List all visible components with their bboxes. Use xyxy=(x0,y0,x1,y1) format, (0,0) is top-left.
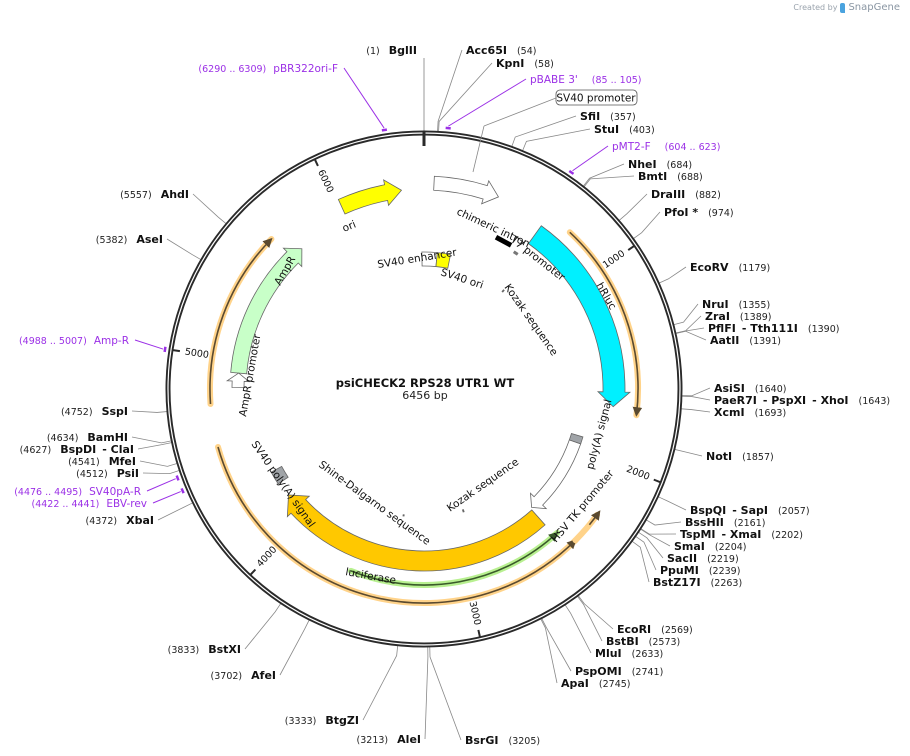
kozak-sequence-2-feature xyxy=(461,509,465,513)
primer-label: (4422 .. 4441) EBV-rev xyxy=(31,498,147,510)
hsv-tk-promoter-feature xyxy=(529,439,582,510)
enzyme-site-label: (4627) BspDI - ClaI xyxy=(20,443,134,456)
primer-binding-mark xyxy=(175,475,180,481)
enzyme-site-label: ApaI (2745) xyxy=(561,677,631,690)
enzyme-site-label: BspQI - SapI (2057) xyxy=(690,504,810,517)
ampr-promoter-feature xyxy=(225,372,251,389)
features xyxy=(206,175,643,607)
enzyme-site-label: PflFI - Tth111I (1390) xyxy=(708,322,839,335)
enzyme-site-label: ZraI (1389) xyxy=(705,310,772,323)
enzyme-site-label: PpuMI (2239) xyxy=(660,564,740,577)
credit-prefix: Created by xyxy=(793,3,838,12)
enzyme-site-label: BssHII (2161) xyxy=(685,516,765,529)
snapgene-credit: Created by SnapGene xyxy=(793,2,900,13)
enzyme-site-label: SfiI (357) xyxy=(580,110,636,123)
sv40-polya-signal-label: SV40 poly(A) signal xyxy=(249,439,318,530)
polya-signal-label: poly(A) signal xyxy=(584,398,614,471)
primer-binding-mark xyxy=(180,487,185,494)
luciferase-feature xyxy=(286,494,546,572)
enzyme-site-label: EcoRI (2569) xyxy=(617,623,693,636)
enzyme-site-label: BmtI (688) xyxy=(638,170,703,183)
enzyme-site-label: (3833) BstXI xyxy=(168,643,241,656)
kozak-sequence-1-label: Kozak sequence xyxy=(502,282,560,358)
enzyme-site-label: NotI (1857) xyxy=(706,450,774,463)
enzyme-site-label: MluI (2633) xyxy=(595,647,663,660)
enzyme-site-label: KpnI (58) xyxy=(496,57,554,70)
enzyme-site-label: SmaI (2204) xyxy=(674,540,747,553)
enzyme-site-label: (4634) BamHI xyxy=(47,431,128,444)
primer-label: pBABE 3' (85 .. 105) xyxy=(530,74,642,86)
primer-label: (6290 .. 6309) pBR322ori-F xyxy=(198,63,338,75)
luciferase-label: luciferase xyxy=(344,566,396,587)
sv40-ori-feature xyxy=(435,252,451,269)
enzyme-site-label: PfoI * (974) xyxy=(664,206,734,219)
enzyme-site-label: (3333) BtgZI xyxy=(285,714,359,727)
sv40-promoter-label: SV40 promoter xyxy=(472,89,638,173)
enzyme-site-label: NheI (684) xyxy=(628,158,692,171)
enzyme-site-label: (4372) XbaI xyxy=(86,514,154,527)
sv40-promoter-feature xyxy=(433,175,500,205)
kozak-sequence-1-feature xyxy=(501,289,505,293)
enzyme-site-label: (3213) AleI xyxy=(357,733,421,746)
tick-label: 5000 xyxy=(184,346,210,361)
enzyme-site-label: PspOMI (2741) xyxy=(575,665,663,678)
tick-label: 6000 xyxy=(315,168,335,195)
enzyme-site-label: BsrGI (3205) xyxy=(465,734,540,747)
sv40-polya-signal-feature xyxy=(270,465,289,485)
backbone xyxy=(165,130,683,648)
primer-binding-mark xyxy=(163,346,167,353)
tick-label: 1000 xyxy=(601,248,627,271)
enzyme-site-label: StuI (403) xyxy=(594,123,655,136)
enzyme-site-label: (4541) MfeI xyxy=(68,455,136,468)
enzyme-site-label: (4752) SspI xyxy=(61,405,128,418)
t7-promoter-feature xyxy=(512,250,519,256)
tick-label: 3000 xyxy=(467,600,483,626)
enzyme-labels: Acc65I (54)KpnI (58) SfiI (357)StuI (403) NheI… xyxy=(20,44,891,747)
enzyme-site-label: DraIII (882) xyxy=(651,188,721,201)
ampr-feature xyxy=(230,247,303,375)
enzyme-site-label: NruI (1355) xyxy=(702,298,770,311)
chimeric-intron-feature xyxy=(494,235,513,248)
enzyme-site-label: BstZ17I (2263) xyxy=(653,576,742,589)
polya-signal-feature xyxy=(568,432,584,445)
enzyme-site-label: (5382) AseI xyxy=(96,233,163,246)
primer-binding-mark xyxy=(568,169,575,175)
enzyme-site-label: Acc65I (54) xyxy=(466,44,536,57)
enzyme-site-label: SacII (2219) xyxy=(667,552,739,565)
primer-label: (4988 .. 5007) Amp-R xyxy=(19,335,129,347)
enzyme-site-label: XcmI (1693) xyxy=(714,406,786,419)
enzyme-site-label: AsiSI (1640) xyxy=(714,382,786,395)
tick-label: 2000 xyxy=(625,464,652,483)
enzyme-site-label: (4512) PsiI xyxy=(76,467,139,480)
plasmid-name: psiCHECK2 RPS28 UTR1 WT xyxy=(335,376,515,390)
primer-labels: (6290 .. 6309) pBR322ori-F pBABE 3' (85 ..… xyxy=(14,63,720,510)
enzyme-site-label: PaeR7I - PspXI - XhoI (1643) xyxy=(714,394,890,407)
enzyme-site-label: TspMI - XmaI (2202) xyxy=(680,528,803,541)
primer-binding-mark xyxy=(381,128,388,132)
credit-brand: SnapGene xyxy=(848,2,900,13)
enzyme-site-label: (3702) AfeI xyxy=(211,669,276,682)
sv40-ori-label: SV40 ori xyxy=(439,266,485,291)
ori-feature xyxy=(337,179,403,215)
enzyme-site-label: EcoRV (1179) xyxy=(690,261,770,274)
kozak-sequence-2-label: Kozak sequence xyxy=(445,456,521,514)
enzyme-site-label: AatII (1391) xyxy=(710,334,781,347)
plasmid-length: 6456 bp xyxy=(402,389,448,402)
primer-label: pMT2-F (604 .. 623) xyxy=(612,141,720,153)
enzyme-site-label: BstBI (2573) xyxy=(606,635,680,648)
primer-label: (4476 .. 4495) SV40pA-R xyxy=(14,486,141,498)
enzyme-leader-lines xyxy=(131,49,711,741)
hrluc-feature xyxy=(527,225,632,408)
tick-label: 4000 xyxy=(255,544,280,569)
enzyme-site-label: (5557) AhdI xyxy=(120,188,189,201)
enzyme-site-label: (1) BglII xyxy=(366,44,417,57)
snapgene-logo-icon xyxy=(840,2,846,13)
ori-label: ori xyxy=(341,219,358,235)
svg-text:SV40 promoter: SV40 promoter xyxy=(556,93,636,105)
